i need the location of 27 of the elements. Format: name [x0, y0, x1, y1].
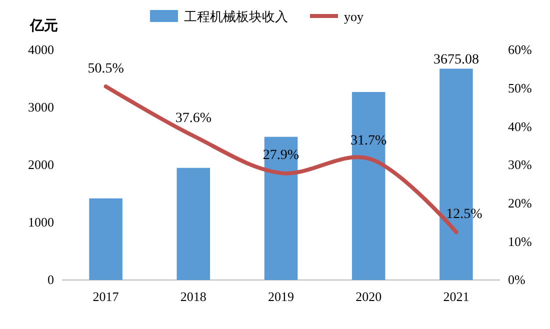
- data-label: 50.5%: [88, 61, 124, 76]
- x-tick-label: 2017: [92, 289, 120, 304]
- data-label: 3675.08: [433, 52, 479, 68]
- y-tick-label: 2000: [28, 157, 54, 172]
- y2-tick-label: 30%: [508, 157, 532, 172]
- x-tick-label: 2019: [268, 289, 294, 304]
- y2-tick-label: 50%: [508, 80, 532, 96]
- y2-tick-label: 60%: [508, 42, 532, 58]
- bar: [89, 198, 122, 280]
- y-axis-title: 亿元: [29, 18, 58, 34]
- y2-tick-label: 40%: [508, 118, 532, 134]
- data-label: 37.6%: [175, 110, 212, 126]
- bar: [176, 168, 210, 280]
- legend-label: yoy: [344, 9, 364, 24]
- y-tick-label: 0: [48, 272, 54, 288]
- y2-tick-label: 0%: [508, 272, 526, 288]
- bar: [352, 92, 386, 280]
- y-tick-label: 4000: [28, 42, 54, 58]
- y2-tick-label: 10%: [508, 234, 532, 249]
- y-tick-label: 1000: [28, 214, 54, 230]
- bar: [264, 136, 298, 280]
- x-tick-label: 2021: [443, 289, 470, 304]
- y2-tick-label: 20%: [508, 195, 532, 210]
- legend-label: 工程机械板块收入: [184, 9, 288, 24]
- x-tick-label: 2020: [356, 289, 382, 304]
- x-tick-label: 2018: [180, 289, 206, 304]
- y-tick-label: 3000: [28, 100, 54, 115]
